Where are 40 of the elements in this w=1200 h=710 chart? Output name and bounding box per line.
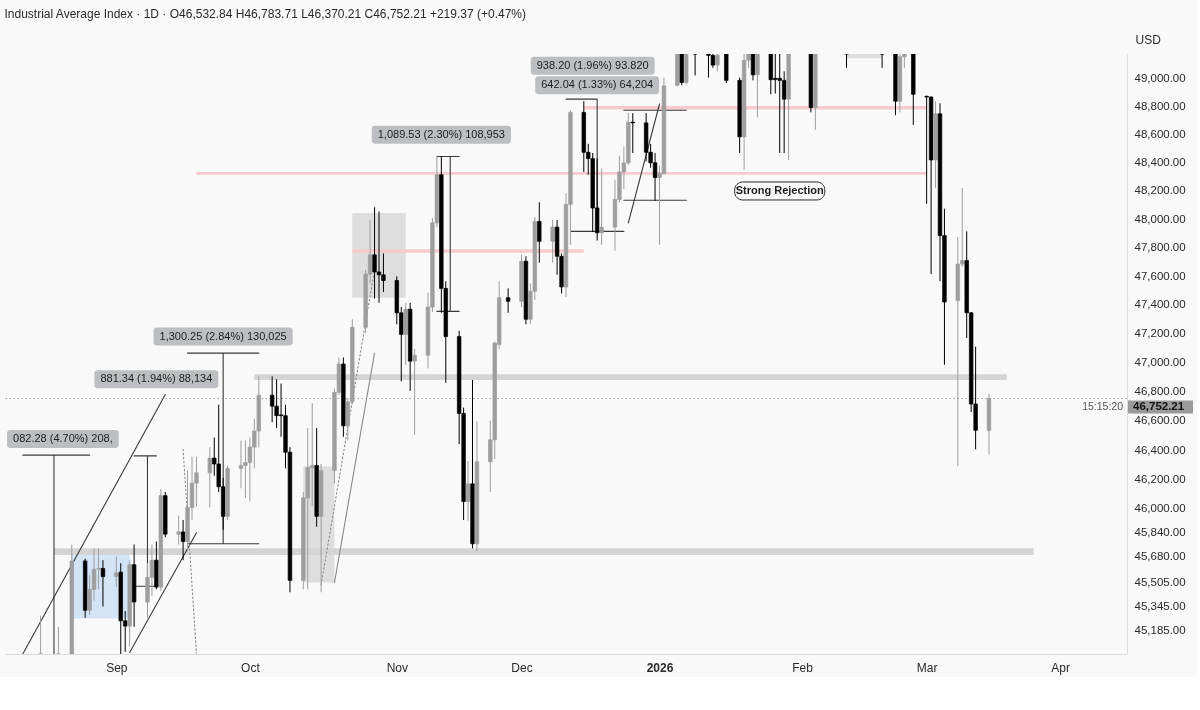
x-tick-label: Dec (511, 660, 533, 675)
annotation: 642.04 (1.33%) 64,204 (541, 78, 654, 91)
y-tick-label: 46,000.00 (1134, 502, 1186, 515)
y-tick-label: 46,600.00 (1134, 414, 1186, 427)
x-tick-label: 2026 (646, 660, 674, 675)
y-tick-label: 47,200.00 (1134, 327, 1186, 340)
y-tick-label: 47,800.00 (1134, 241, 1186, 254)
y-tick-label: 46,400.00 (1134, 443, 1186, 456)
y-tick-label: 45,185.00 (1134, 624, 1186, 637)
annotation: 1,300.25 (2.84%) 130,025 (159, 329, 287, 342)
y-tick-label: 48,400.00 (1134, 156, 1186, 169)
y-tick-label: 48,600.00 (1134, 128, 1186, 141)
annotation: 082.28 (4.70%) 208, (13, 432, 113, 445)
y-tick-label: 45,840.00 (1134, 526, 1186, 539)
x-tick-label: Nov (386, 660, 408, 675)
y-axis-title: USD (1135, 32, 1162, 47)
y-tick-label: 47,600.00 (1134, 269, 1186, 282)
y-tick-label: 45,680.00 (1134, 549, 1186, 562)
x-tick-label: Mar (916, 660, 938, 675)
y-tick-label: 47,400.00 (1134, 298, 1186, 311)
chart-title: Industrial Average Index · 1D · O46,532.84 H46,783.71 L46,370.21 C46,752.21 +219.37 (+0.47%) (4, 7, 526, 21)
annotation: 1,089.53 (2.30%) 108,953 (377, 127, 505, 140)
annotation: 881.34 (1.94%) 88,134 (100, 372, 213, 385)
annotation: 15:15:20 (1082, 399, 1124, 412)
ref-line-label: 46,752.21 (1133, 400, 1185, 413)
y-tick-label: 49,000.00 (1134, 72, 1186, 85)
y-tick-label: 47,000.00 (1134, 356, 1186, 369)
x-tick-label: Sep (106, 660, 128, 675)
x-tick-label: Apr (1051, 660, 1071, 675)
y-tick-label: 46,800.00 (1134, 385, 1186, 398)
annotation: 938.20 (1.96%) 93.820 (536, 58, 649, 71)
y-tick-label: 45,505.00 (1134, 576, 1186, 589)
y-tick-label: 45,345.00 (1134, 600, 1186, 613)
y-tick-label: 48,000.00 (1134, 212, 1186, 225)
x-tick-label: Oct (241, 660, 261, 675)
x-tick-label: Feb (792, 660, 814, 675)
y-tick-label: 46,200.00 (1134, 472, 1186, 485)
y-tick-label: 48,800.00 (1134, 100, 1186, 113)
annotation: Strong Rejection (735, 183, 825, 196)
y-tick-label: 48,200.00 (1134, 184, 1186, 197)
